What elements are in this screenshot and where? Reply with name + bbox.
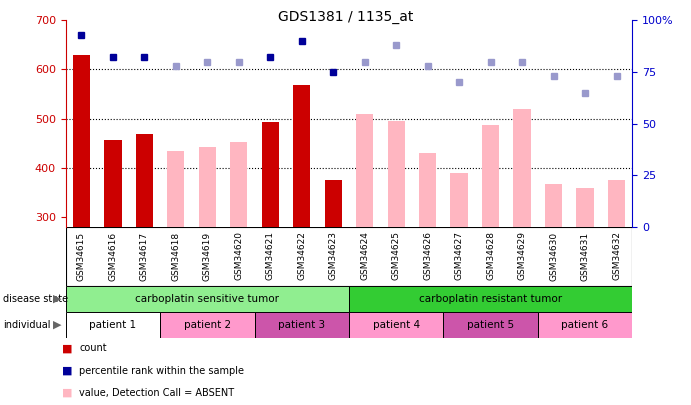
Bar	[576, 188, 594, 227]
Bar	[349, 312, 444, 338]
Text: GSM34621: GSM34621	[266, 232, 275, 281]
Bar	[73, 55, 90, 227]
Text: GSM34625: GSM34625	[392, 232, 401, 281]
Bar	[66, 286, 349, 312]
Text: ■: ■	[62, 366, 73, 375]
Text: count: count	[79, 343, 107, 353]
Bar	[254, 312, 349, 338]
Bar	[349, 286, 632, 312]
Text: percentile rank within the sample: percentile rank within the sample	[79, 366, 245, 375]
Text: disease state: disease state	[3, 294, 68, 304]
Text: GSM34630: GSM34630	[549, 232, 558, 281]
Bar	[325, 180, 342, 227]
Text: GSM34624: GSM34624	[360, 232, 369, 280]
Text: GSM34627: GSM34627	[455, 232, 464, 281]
Text: ■: ■	[62, 388, 73, 398]
Bar	[230, 142, 247, 227]
Bar	[419, 153, 436, 227]
Text: GSM34620: GSM34620	[234, 232, 243, 281]
Text: GSM34617: GSM34617	[140, 232, 149, 281]
Text: ▶: ▶	[53, 320, 61, 330]
Text: ■: ■	[62, 343, 73, 353]
Text: patient 6: patient 6	[562, 320, 609, 330]
Bar	[451, 173, 468, 227]
Text: GSM34618: GSM34618	[171, 232, 180, 281]
Bar	[482, 125, 500, 227]
Text: patient 1: patient 1	[89, 320, 136, 330]
Text: GSM34629: GSM34629	[518, 232, 527, 281]
Text: carboplatin resistant tumor: carboplatin resistant tumor	[419, 294, 562, 304]
Text: individual: individual	[3, 320, 51, 330]
Text: patient 4: patient 4	[372, 320, 419, 330]
Text: GSM34622: GSM34622	[297, 232, 306, 280]
Bar	[104, 140, 122, 227]
Bar	[444, 312, 538, 338]
Bar	[293, 85, 310, 227]
Bar	[198, 147, 216, 227]
Bar	[545, 183, 562, 227]
Text: GSM34626: GSM34626	[423, 232, 432, 281]
Bar	[513, 109, 531, 227]
Bar	[608, 180, 625, 227]
Text: GSM34619: GSM34619	[202, 232, 212, 281]
Bar	[262, 122, 279, 227]
Text: patient 2: patient 2	[184, 320, 231, 330]
Text: carboplatin sensitive tumor: carboplatin sensitive tumor	[135, 294, 279, 304]
Text: GSM34632: GSM34632	[612, 232, 621, 281]
Text: GSM34616: GSM34616	[108, 232, 117, 281]
Bar	[538, 312, 632, 338]
Text: GSM34631: GSM34631	[580, 232, 589, 281]
Text: GSM34615: GSM34615	[77, 232, 86, 281]
Text: GDS1381 / 1135_at: GDS1381 / 1135_at	[278, 10, 413, 24]
Text: patient 5: patient 5	[467, 320, 514, 330]
Bar	[356, 114, 373, 227]
Text: patient 3: patient 3	[278, 320, 325, 330]
Bar	[66, 312, 160, 338]
Text: GSM34623: GSM34623	[329, 232, 338, 281]
Text: GSM34628: GSM34628	[486, 232, 495, 281]
Bar	[135, 134, 153, 227]
Bar	[388, 121, 405, 227]
Text: value, Detection Call = ABSENT: value, Detection Call = ABSENT	[79, 388, 234, 398]
Bar	[167, 151, 184, 227]
Text: ▶: ▶	[53, 294, 61, 304]
Bar	[160, 312, 254, 338]
